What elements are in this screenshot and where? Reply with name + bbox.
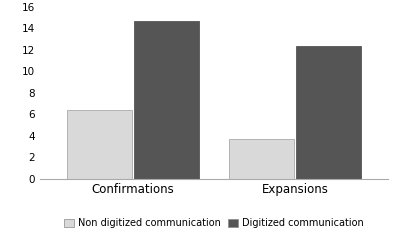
Bar bbox=[134, 21, 199, 179]
Bar bbox=[229, 139, 294, 179]
Legend: Non digitized communication, Digitized communication: Non digitized communication, Digitized c… bbox=[60, 214, 368, 229]
Bar bbox=[67, 110, 132, 179]
Bar bbox=[296, 46, 361, 179]
